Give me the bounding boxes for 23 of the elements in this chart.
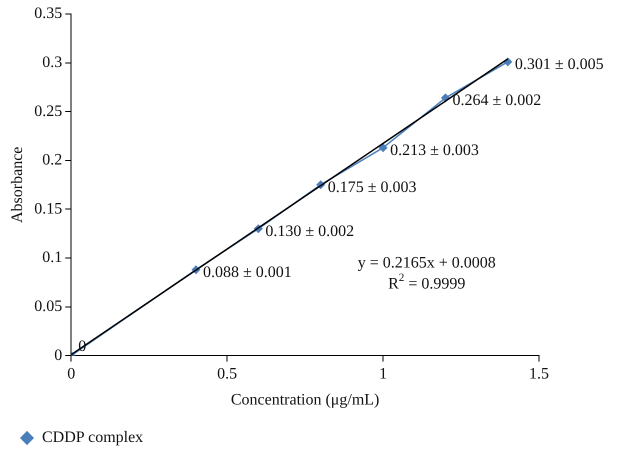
x-tick-label: 1: [379, 365, 388, 382]
y-tick-label: 0.25: [34, 102, 62, 120]
x-tick-label: 0.5: [217, 365, 238, 382]
y-tick-label: 0.1: [42, 249, 62, 266]
y-tick-label: 0.05: [34, 298, 62, 316]
y-tick-label: 0.3: [42, 54, 62, 72]
data-label: 0.130 ± 0.002: [265, 222, 354, 240]
data-label: 0.088 ± 0.001: [202, 264, 292, 281]
data-label: 0.175 ± 0.003: [328, 179, 416, 196]
x-axis-title: Concentration (μg/mL): [230, 392, 380, 409]
data-label: 0.301 ± 0.005: [514, 56, 604, 74]
data-label: 0.264 ± 0.002: [452, 92, 542, 110]
y-tick-label: 0.15: [34, 200, 62, 218]
y-axis-title: Absorbance: [8, 146, 26, 224]
x-tick-label: 1.5: [529, 365, 549, 382]
y-tick-label: 0.35: [34, 5, 62, 22]
y-tick-label: 0: [54, 346, 62, 364]
y-tick-label: 0.2: [42, 152, 62, 169]
point: [378, 143, 388, 152]
x-tick-label: 0: [67, 365, 76, 382]
annotation: y = 0.2165x + 0.0008: [358, 254, 496, 272]
legend-label: CDDP complex: [42, 429, 144, 446]
data-label: 0.213 ± 0.003: [390, 142, 479, 159]
